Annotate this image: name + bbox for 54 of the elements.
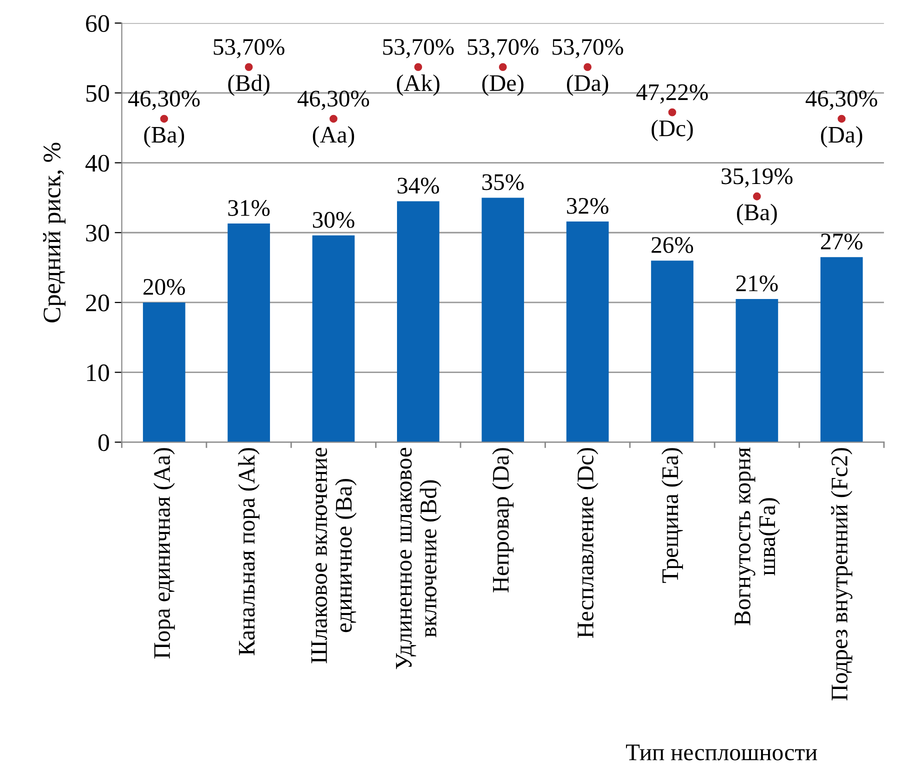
data-label: 53,70% (Bd)	[214, 38, 284, 96]
point	[584, 63, 592, 72]
bar	[482, 198, 524, 442]
bar	[736, 298, 778, 442]
x-tick-label: Вогнутость корня шва(Fa)	[734, 447, 780, 626]
y-tick-label: 20	[86, 294, 110, 312]
bar	[651, 260, 694, 442]
data-label: 32%	[567, 198, 608, 214]
data-label: 30%	[312, 212, 354, 228]
y-tick-label: 60	[86, 15, 110, 32]
point	[160, 114, 168, 123]
point	[330, 114, 338, 123]
data-label: 47,22% (Dc)	[636, 84, 708, 142]
point	[838, 114, 846, 123]
point	[244, 63, 253, 72]
point	[498, 63, 507, 72]
x-tick-label: Подрез внутренний (Fc2)	[830, 448, 852, 700]
x-tick-label: Пора единичная (Aa)	[153, 448, 175, 658]
data-label: 46,30% (Da)	[806, 90, 878, 148]
y-axis-title: Средний риск, %	[43, 142, 66, 322]
data-label: 27%	[821, 234, 862, 250]
y-tick-label: 0	[98, 434, 110, 452]
data-label: 35,19% (Ba)	[722, 168, 793, 226]
x-tick-label: Непровар (Da)	[492, 448, 514, 592]
bar	[820, 257, 863, 442]
x-tick-label: Несплавление (Dc)	[576, 448, 598, 638]
data-label: 21%	[736, 275, 778, 292]
bar	[228, 224, 270, 442]
point	[414, 63, 422, 72]
bar	[397, 201, 440, 442]
data-label: 20%	[144, 278, 185, 295]
data-label: 46,30% (Aa)	[298, 90, 370, 148]
data-label: 35%	[482, 174, 524, 190]
y-tick-label: 30	[86, 224, 110, 242]
data-label: 53,70% (De)	[468, 38, 538, 96]
y-tick-label: 40	[85, 154, 110, 172]
data-label: 34%	[398, 178, 440, 194]
y-tick-label: 50	[86, 84, 110, 102]
y-tick-label: 10	[87, 364, 110, 382]
data-label: 46,30% (Ba)	[128, 90, 200, 148]
x-tick-label: Удлиненное шлаковое включение (Bd)	[396, 448, 442, 670]
point	[752, 192, 761, 200]
bar	[312, 235, 355, 442]
point	[668, 108, 676, 116]
bar	[566, 221, 609, 442]
data-label: 26%	[652, 237, 694, 254]
data-label: 53,70% (Da)	[552, 38, 624, 96]
bar	[142, 302, 186, 442]
data-label: 53,70% (Ak)	[383, 38, 454, 96]
x-tick-label: Шлаковое включение единичное (Ba)	[311, 448, 357, 664]
x-tick-label: Канальная пора (Ak)	[238, 448, 260, 656]
data-label: 31%	[228, 200, 270, 216]
x-tick-label: Трещина (Ea)	[662, 448, 683, 583]
x-axis-title: Тип несплошности	[626, 744, 818, 760]
